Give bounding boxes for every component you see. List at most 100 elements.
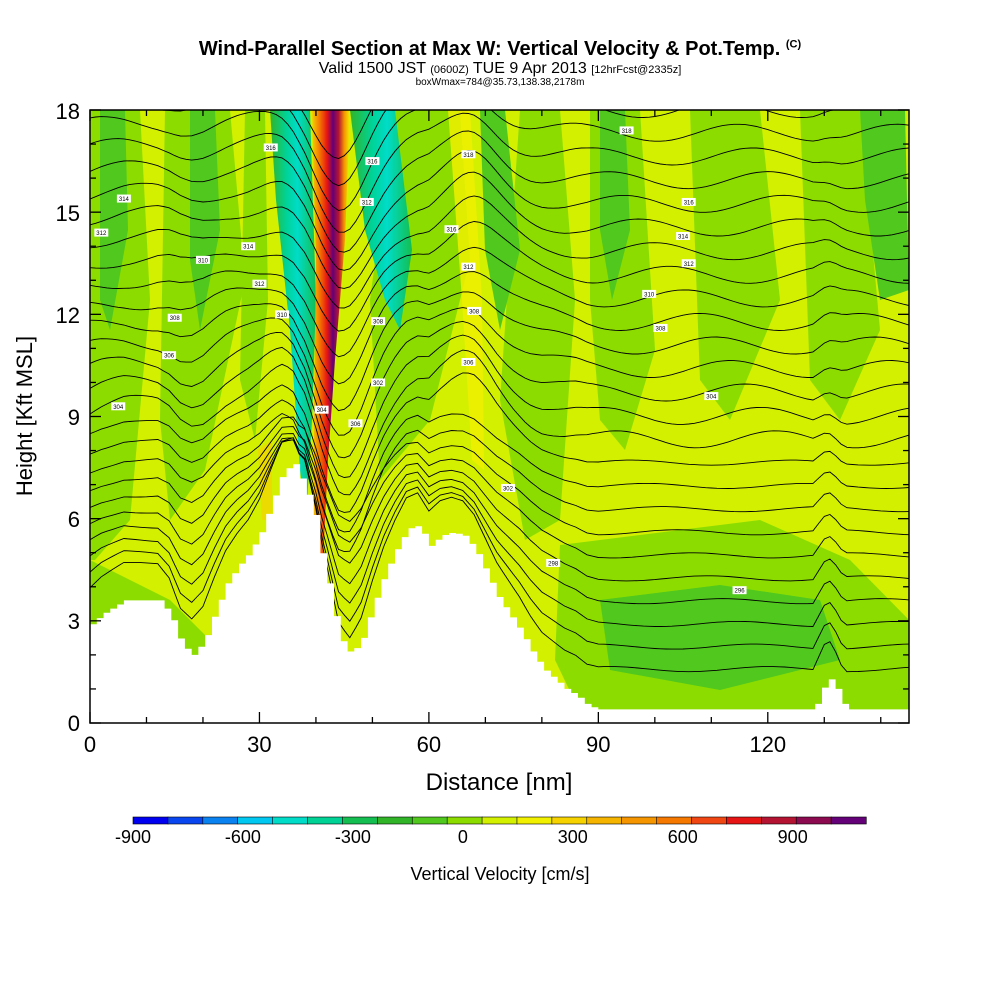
colorbar-tick-label: -900	[115, 827, 151, 847]
theta-contour-line	[90, 426, 909, 559]
valid-date: TUE 9 Apr 2013	[472, 60, 587, 77]
theta-label: 316	[446, 228, 457, 234]
theta-label-box	[116, 194, 131, 203]
theta-label: 314	[243, 245, 254, 251]
theta-contour-line	[158, 110, 836, 187]
theta-label: 312	[684, 262, 695, 268]
updraft-core	[312, 110, 350, 580]
colorbar-tick-label: 0	[458, 827, 468, 847]
theta-label: 312	[254, 282, 265, 288]
colorbar-swatch	[726, 816, 762, 825]
y-tick-label: 6	[68, 507, 80, 532]
y-tick-label: 18	[56, 99, 80, 124]
theta-label-box	[241, 242, 256, 251]
colorbar-swatch	[551, 816, 588, 825]
theta-label-box	[461, 262, 476, 271]
theta-contours	[90, 110, 909, 673]
x-tick-labels: 0 30 60 90 120	[84, 732, 786, 757]
colorbar-tick-label: 900	[778, 827, 808, 847]
y-tick-label: 15	[56, 201, 80, 226]
colorbar-swatch	[691, 816, 727, 825]
theta-label-box	[371, 378, 386, 387]
colorbar-swatch	[621, 816, 658, 825]
colorbar-swatch	[516, 816, 553, 825]
x-axis-label: Distance [nm]	[426, 769, 573, 796]
theta-label: 318	[622, 129, 633, 135]
theta-label: 312	[463, 265, 474, 271]
chart-title-text: Wind-Parallel Section at Max W: Vertical…	[198, 38, 781, 60]
theta-contour-line	[90, 416, 909, 536]
colorbar-swatch	[307, 816, 344, 825]
theta-label-box	[681, 197, 696, 206]
theta-label: 316	[367, 160, 378, 166]
theta-label: 310	[644, 292, 655, 298]
theta-label: 308	[373, 320, 384, 326]
theta-label: 306	[350, 422, 361, 428]
theta-label-box	[348, 419, 363, 428]
y-tick-label: 9	[68, 405, 80, 430]
theta-contour-labels: 314 312 310 308 306 304 316 314 312 310 316 312 308 3…	[94, 126, 747, 595]
chart-subtitle-2: boxWmax=784@35.73,138.38,2178m	[415, 77, 585, 88]
downdraft-core-west	[270, 110, 316, 520]
chart-title: Wind-Parallel Section at Max W: Vertical…	[0, 38, 1000, 61]
theta-contour-line	[90, 437, 909, 605]
y-tick-labels: 0 3 6 9 12 15 18	[56, 99, 80, 736]
forecast-info: [12hrFcst@2335z]	[591, 64, 682, 76]
moderate-descent-bands	[100, 110, 909, 690]
theta-contour-line	[90, 433, 909, 582]
theta-contour-line	[90, 372, 909, 513]
theta-label-box	[359, 197, 374, 206]
theta-contour-line	[90, 437, 909, 673]
theta-label-box	[371, 317, 386, 326]
theta-label-box	[111, 402, 126, 411]
theta-label: 302	[373, 381, 384, 387]
colorbar-swatch	[272, 816, 309, 825]
theta-contour-line	[90, 195, 909, 309]
colorbar	[132, 816, 867, 825]
colorbar-swatch	[795, 816, 832, 825]
theta-label: 312	[96, 231, 107, 237]
theta-label-box	[653, 323, 668, 332]
theta-label: 296	[735, 589, 746, 595]
theta-label: 298	[548, 561, 559, 567]
colorbar-tick-label: 600	[668, 827, 698, 847]
chart-subtitle: Valid 1500 JST (0600Z) TUE 9 Apr 2013 [1…	[0, 60, 1000, 78]
theta-label-box	[314, 405, 329, 414]
theta-label: 304	[113, 405, 124, 411]
theta-label-box	[704, 392, 719, 401]
theta-contour-line	[90, 291, 909, 412]
y-tick-label: 0	[68, 711, 80, 736]
theta-label: 314	[678, 235, 689, 241]
colorbar-swatch	[167, 816, 204, 825]
theta-contour-line	[90, 150, 909, 271]
theta-label-box	[94, 228, 109, 237]
colorbar-tick-labels: -900 -600 -300 0 300 600 900	[115, 827, 808, 847]
theta-label: 306	[164, 354, 175, 360]
theta-label: 316	[266, 146, 277, 152]
colorbar-swatch	[830, 816, 867, 825]
theta-contour-line	[90, 412, 909, 553]
colorbar-tick-label: 300	[558, 827, 588, 847]
theta-label: 302	[503, 487, 514, 493]
axis-ticks	[89, 109, 909, 724]
colorbar-swatch	[411, 816, 448, 825]
theta-label: 306	[463, 361, 474, 367]
theta-contour-line	[90, 334, 909, 478]
theta-contour-line	[90, 439, 909, 650]
theta-label-box	[444, 225, 459, 234]
theta-label: 310	[198, 258, 209, 264]
theta-label-box	[681, 259, 696, 268]
theta-contour-line	[90, 320, 909, 459]
theta-label-box	[732, 586, 747, 595]
theta-contour-line	[90, 221, 909, 332]
y-tick-label: 12	[56, 303, 80, 328]
weak-updraft-plume	[448, 110, 484, 470]
theta-label-box	[642, 289, 657, 298]
terrain-mask	[90, 464, 909, 723]
valid-time-utc: (0600Z)	[430, 64, 469, 76]
theta-label: 308	[655, 326, 666, 332]
theta-contour-line	[90, 130, 909, 253]
vertical-velocity-field: 314 312 310 308 306 304 316 314 312 310 316 312 308 3…	[90, 110, 909, 723]
colorbar-swatch	[446, 816, 483, 825]
